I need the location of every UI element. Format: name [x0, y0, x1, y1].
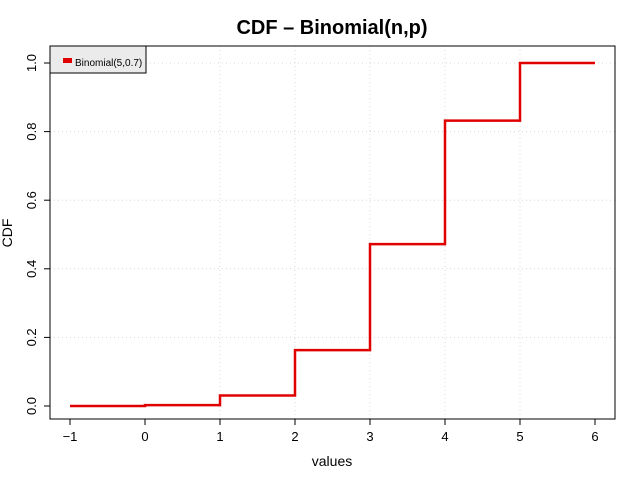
y-axis-label: CDF	[0, 219, 15, 248]
x-tick-label: 1	[216, 429, 223, 444]
plot-frame	[49, 45, 616, 420]
x-tick-label: 4	[441, 429, 448, 444]
x-tick-label: 5	[516, 429, 523, 444]
cdf-step-line	[70, 61, 595, 408]
y-tick-label: 0.2	[24, 328, 39, 346]
legend-label: Binomial(5,0.7)	[75, 58, 142, 69]
grid-lines	[50, 46, 615, 419]
x-axis: −1 0 1 2 3 4 5 6	[63, 419, 599, 444]
y-tick-label: 0.0	[24, 397, 39, 415]
x-tick-label: 2	[291, 429, 298, 444]
x-tick-label: 6	[591, 429, 598, 444]
x-tick-label: 0	[141, 429, 148, 444]
chart-title: CDF – Binomial(n,p)	[236, 17, 427, 39]
y-axis: 0.0 0.2 0.4 0.6 0.8 1.0	[24, 54, 50, 415]
legend: Binomial(5,0.7)	[49, 45, 147, 74]
legend-swatch	[63, 58, 72, 63]
y-tick-label: 0.4	[24, 260, 39, 278]
x-tick-label: −1	[63, 429, 78, 444]
y-tick-label: 0.8	[24, 123, 39, 141]
x-tick-label: 3	[366, 429, 373, 444]
y-tick-label: 0.6	[24, 191, 39, 209]
series-layer	[70, 61, 595, 408]
x-axis-label: values	[312, 453, 352, 469]
y-tick-label: 1.0	[24, 54, 39, 72]
